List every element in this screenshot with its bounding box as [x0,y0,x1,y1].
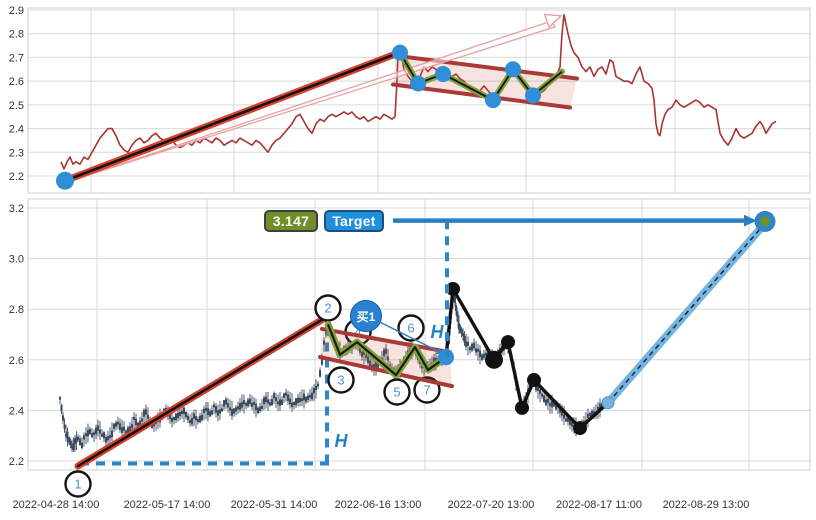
swing-dot [435,66,451,83]
flag-zigzag-core [326,323,447,377]
buy-signal-badge: 买1 [350,300,382,332]
price-line [60,13,777,170]
y-tick-label: 2.7 [9,52,24,64]
projection-line-core [607,225,764,404]
swing-dot-black [485,350,503,369]
y-tick-label: 2.2 [9,456,24,468]
swing-dot-black [446,281,460,296]
x-tick-label: 2022-06-16 13:00 [335,499,422,511]
numbered-point-label: 4 [354,325,361,340]
swing-dot [410,75,426,92]
x-tick-label: 2022-04-28 14:00 [13,499,100,511]
y-tick-label: 2.5 [9,100,24,112]
numbered-point-label: 6 [407,321,414,336]
numbered-point: 2 [314,294,342,322]
swing-dot [392,44,408,61]
y-tick-label: 2.8 [9,304,24,316]
swing-dot [56,171,74,190]
buy-pointer-line [380,321,442,354]
x-tick-label: 2022-05-17 14:00 [124,499,211,511]
trend-pole-core [76,315,329,468]
trend-pole-core [63,51,401,183]
arrow-head [543,13,563,29]
x-tick-label: 2022-05-31 14:00 [231,499,318,511]
swing-zigzag [444,287,610,430]
numbered-point-label: 7 [423,383,430,398]
y-tick-label: 2.2 [9,171,24,183]
y-tick-label: 2.8 [9,29,24,41]
swing-dot-black [501,335,515,350]
numbered-point: 5 [383,378,411,406]
numbered-point-label: 3 [337,373,344,388]
y-tick-label: 2.4 [9,124,24,136]
y-tick-label: 3.2 [9,203,24,215]
top-price-chart: 2.9 2.8 2.7 2.6 2.5 2.4 2.3 2.2 [9,5,811,194]
flag-channel-line [394,53,579,81]
numbered-point: 3 [327,366,355,394]
swing-dot [525,87,541,104]
flag-channel-line [318,355,454,389]
target-badge: Target [324,210,384,232]
y-tick-label: 3.0 [9,254,24,266]
h-measure-label: H [431,322,445,342]
swing-dot [485,92,501,109]
target-point-inner [760,216,770,227]
numbered-point-ring [314,294,342,322]
bottom-candle-chart: 3.2 3.0 2.8 2.6 2.4 2.2 2022-04-28 14:00 2022-0… [9,198,811,511]
y-tick-label: 2.6 [9,355,24,367]
y-tick-label: 2.3 [9,147,24,159]
numbered-point: 1 [64,470,92,498]
swing-dot-black [573,421,587,436]
swing-dot [505,61,521,78]
x-tick-label: 2022-08-17 11:00 [556,499,642,511]
flag-channel-line [320,326,452,355]
numbered-point-label: 1 [74,477,81,492]
x-tick-label: 2022-07-20 13:00 [448,499,535,511]
measured-move-arrow-shaft [66,20,556,183]
projection-start-dot [601,396,615,410]
swing-dot-black [515,400,529,415]
numbered-point-ring [64,470,92,498]
numbered-point-label: 2 [324,301,331,316]
h-measure-label: H [335,431,349,451]
plot-border [27,198,811,471]
numbered-point-ring [327,366,355,394]
plot-border [27,7,811,194]
numbered-point-label: 5 [393,385,400,400]
swing-dot-black [527,373,541,388]
y-tick-label: 2.4 [9,405,24,417]
numbered-point-ring [383,378,411,406]
arrow-head [744,214,757,227]
y-tick-label: 2.9 [9,5,24,17]
numbered-point: 6 [397,314,425,342]
x-tick-label: 2022-08-29 13:00 [663,499,750,511]
measured-move-value-badge: 3.147 [264,210,318,232]
y-tick-label: 2.6 [9,76,24,88]
